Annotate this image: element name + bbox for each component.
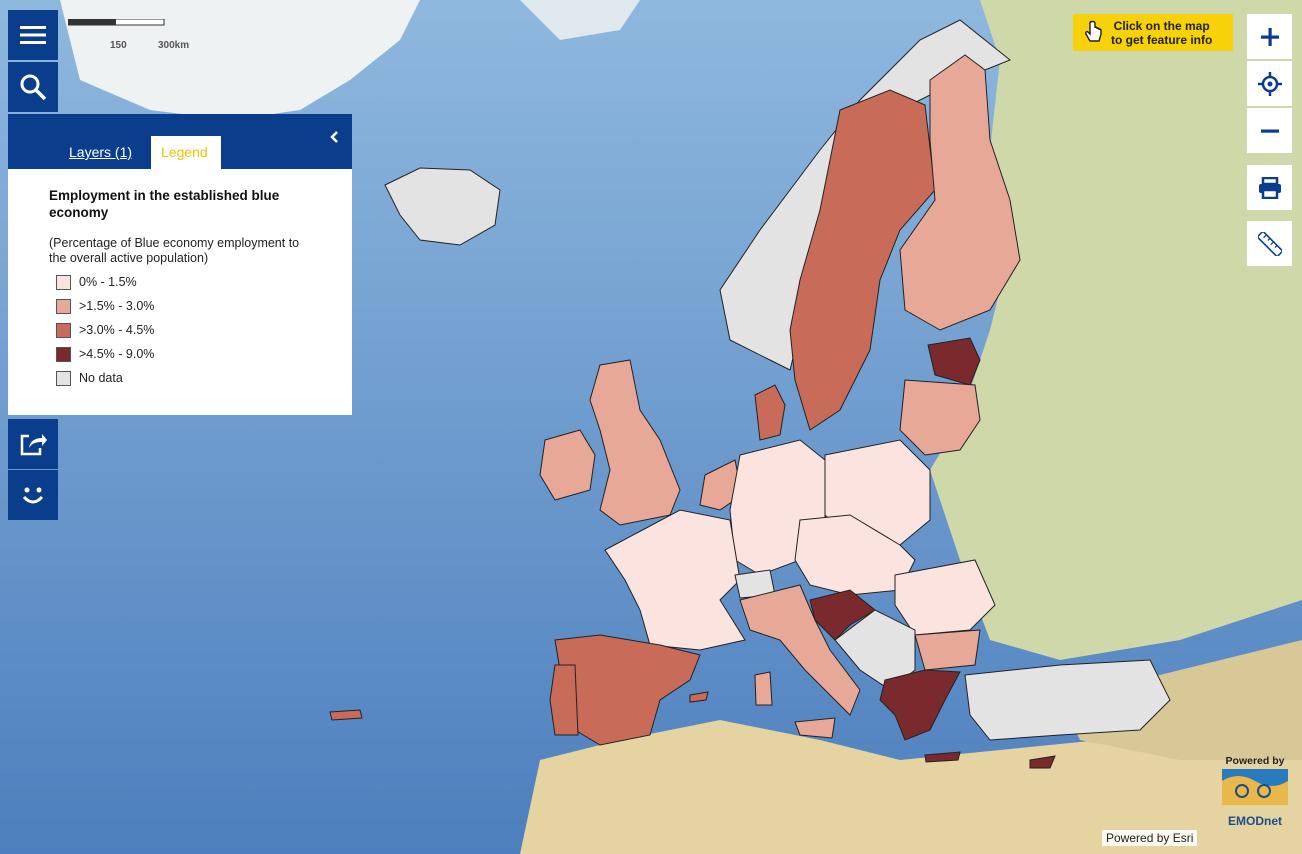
legend-swatch — [56, 322, 71, 338]
sardinia[interactable] — [754, 671, 773, 706]
romania[interactable] — [894, 559, 996, 636]
scale-bar-graphic — [67, 18, 165, 26]
turkey[interactable] — [964, 659, 1171, 741]
collapse-icon[interactable] — [328, 130, 342, 144]
locate-icon — [1257, 71, 1282, 96]
menu-button[interactable] — [8, 10, 58, 60]
latvia-lithuania[interactable] — [899, 379, 981, 456]
share-icon — [20, 434, 47, 456]
iceland[interactable] — [384, 167, 501, 246]
legend-label: >3.0% - 4.5% — [79, 323, 155, 337]
scale-label-300km: 300km — [158, 40, 190, 51]
measure-button[interactable] — [1247, 221, 1292, 266]
zoom-out-button[interactable] — [1247, 108, 1292, 153]
legend-item: No data — [56, 366, 154, 390]
arctic-land — [520, 0, 640, 40]
legend-item: >3.0% - 4.5% — [56, 318, 154, 342]
legend-label: No data — [79, 371, 123, 385]
tab-legend[interactable]: Legend — [151, 136, 221, 169]
search-button[interactable] — [8, 62, 58, 112]
locate-button[interactable] — [1247, 61, 1292, 106]
sicily[interactable] — [794, 717, 836, 739]
print-icon — [1258, 176, 1281, 199]
legend-item: 0% - 1.5% — [56, 270, 154, 294]
balearic-islands[interactable] — [689, 691, 709, 703]
cyprus[interactable] — [1029, 755, 1056, 769]
legend-title: Employment in the established blue econo… — [49, 188, 280, 220]
eastern-land — [930, 0, 1302, 660]
scale-bar: 150 300km — [67, 16, 189, 51]
legend-swatch — [56, 298, 71, 314]
greenland-land — [60, 0, 420, 120]
feedback-button[interactable] — [8, 470, 58, 520]
smile-icon — [22, 487, 44, 504]
crete[interactable] — [924, 751, 961, 763]
sweden[interactable] — [789, 89, 936, 431]
zoom-out-icon — [1260, 129, 1279, 133]
legend-subtitle: (Percentage of Blue economy employment t… — [49, 236, 300, 265]
feature-info-text: Click on the map to get feature info — [1111, 19, 1212, 47]
italy[interactable] — [739, 584, 861, 716]
emodnet-logo[interactable]: Powered by EMODnet — [1218, 755, 1292, 845]
estonia[interactable] — [927, 337, 981, 386]
legend-swatch — [56, 346, 71, 362]
africa-land — [520, 700, 1302, 854]
portugal[interactable] — [549, 664, 579, 736]
greece[interactable] — [879, 669, 961, 741]
panel-header: Layers (1) Legend — [8, 114, 352, 169]
feature-info-button[interactable]: Click on the map to get feature info — [1073, 14, 1233, 51]
finland[interactable] — [899, 54, 1021, 331]
pointer-hand-icon — [1085, 20, 1102, 42]
ruler-icon — [1257, 231, 1282, 256]
menu-icon — [20, 26, 46, 44]
ireland[interactable] — [539, 429, 596, 501]
feature-info-line2: to get feature info — [1111, 32, 1213, 47]
legend-swatch — [56, 370, 71, 386]
legend-panel: Layers (1) Legend Employment in the esta… — [8, 114, 352, 415]
tab-layers[interactable]: Layers (1) — [69, 144, 133, 160]
bulgaria[interactable] — [914, 629, 981, 671]
share-button[interactable] — [8, 419, 58, 469]
search-icon — [20, 74, 47, 101]
legend-label: >4.5% - 9.0% — [79, 347, 155, 361]
zoom-in-icon — [1260, 27, 1279, 46]
united-kingdom[interactable] — [589, 359, 681, 526]
print-button[interactable] — [1247, 165, 1292, 210]
legend-swatch — [56, 274, 71, 290]
denmark[interactable] — [754, 384, 786, 441]
zoom-in-button[interactable] — [1247, 14, 1292, 59]
legend-label: >1.5% - 3.0% — [79, 299, 155, 313]
legend-label: 0% - 1.5% — [79, 275, 137, 289]
france[interactable] — [604, 509, 746, 651]
scale-label-150: 150 — [110, 40, 127, 51]
madeira-canaries[interactable] — [329, 709, 363, 721]
emodnet-powered-by: Powered by — [1225, 755, 1285, 767]
legend-list: 0% - 1.5% >1.5% - 3.0% >3.0% - 4.5% >4.5… — [56, 270, 154, 390]
emodnet-logo-graphic — [1222, 769, 1288, 805]
esri-attribution[interactable]: Powered by Esri — [1102, 830, 1198, 846]
emodnet-name: EMODnet — [1228, 814, 1282, 828]
legend-item: >1.5% - 3.0% — [56, 294, 154, 318]
western-balkans[interactable] — [834, 609, 916, 691]
legend-item: >4.5% - 9.0% — [56, 342, 154, 366]
feature-info-line1: Click on the map — [1113, 18, 1210, 33]
